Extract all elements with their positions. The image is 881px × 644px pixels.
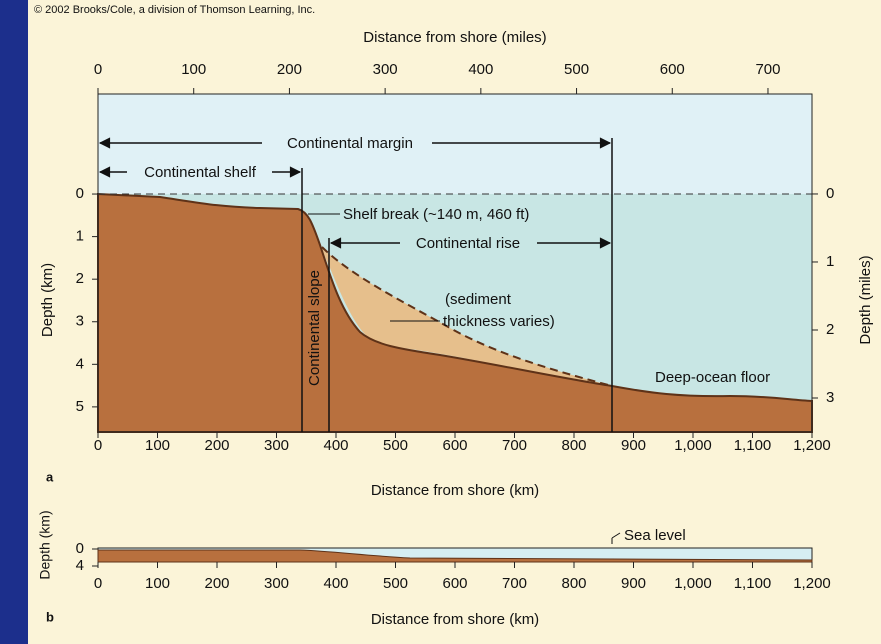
tick-label: 200 bbox=[277, 61, 302, 78]
tick-label: 500 bbox=[383, 575, 408, 592]
axis-title: Depth (km) bbox=[39, 263, 56, 337]
tick-label: 0 bbox=[94, 575, 102, 592]
tick-label: 1,000 bbox=[674, 575, 712, 592]
tick-label: 300 bbox=[264, 437, 289, 454]
tick-label: 100 bbox=[181, 61, 206, 78]
label: Sea level bbox=[624, 527, 686, 544]
axis-title: Distance from shore (miles) bbox=[363, 29, 546, 46]
tick-label: 900 bbox=[621, 437, 646, 454]
tick-label: 500 bbox=[383, 437, 408, 454]
sediment-top bbox=[321, 246, 613, 387]
tick-label: 1 bbox=[76, 228, 84, 245]
tick-label: 300 bbox=[373, 61, 398, 78]
tick-label: 200 bbox=[204, 437, 229, 454]
axis-title: Distance from shore (km) bbox=[371, 482, 539, 499]
tick-label: 1 bbox=[826, 253, 834, 270]
tick-label: 300 bbox=[264, 575, 289, 592]
label: (sediment bbox=[445, 291, 512, 308]
tick-label: 600 bbox=[442, 437, 467, 454]
tick-label: 500 bbox=[564, 61, 589, 78]
tick-label: 0 bbox=[94, 437, 102, 454]
copyright: © 2002 Brooks/Cole, a division of Thomso… bbox=[34, 4, 315, 16]
tick-label: 1,100 bbox=[734, 575, 772, 592]
tick-label: 4 bbox=[76, 355, 84, 372]
tick-label: 800 bbox=[561, 575, 586, 592]
axis-title: Distance from shore (km) bbox=[371, 611, 539, 628]
tick-label: 1,200 bbox=[793, 437, 831, 454]
label: Continental margin bbox=[287, 135, 413, 152]
tick-label: 0 bbox=[94, 61, 102, 78]
tick-label: 3 bbox=[826, 389, 834, 406]
sky bbox=[98, 94, 812, 194]
tick-label: 100 bbox=[145, 437, 170, 454]
axis-title: Depth (km) bbox=[37, 510, 53, 579]
tick-label: 700 bbox=[502, 575, 527, 592]
label: Deep-ocean floor bbox=[655, 369, 770, 386]
tick-label: 5 bbox=[76, 398, 84, 415]
leader bbox=[611, 532, 621, 539]
tick-label: 400 bbox=[323, 437, 348, 454]
tick-label: 3 bbox=[76, 313, 84, 330]
tick-label: 1,000 bbox=[674, 437, 712, 454]
tick-label: 900 bbox=[621, 575, 646, 592]
label: Shelf break (~140 m, 460 ft) bbox=[343, 206, 529, 223]
label: Continental slope bbox=[306, 270, 323, 386]
tick-label: 400 bbox=[468, 61, 493, 78]
tick-label: 800 bbox=[561, 437, 586, 454]
label: Continental shelf bbox=[144, 164, 257, 181]
tick-label: 0 bbox=[76, 185, 84, 202]
seafloor-b bbox=[97, 549, 813, 563]
label: Continental rise bbox=[416, 235, 520, 252]
tick-label: 700 bbox=[502, 437, 527, 454]
sediment-wedge bbox=[320, 246, 612, 386]
tick-label: 2 bbox=[826, 321, 834, 338]
tick-label: 200 bbox=[204, 575, 229, 592]
tick-label: 600 bbox=[442, 575, 467, 592]
panel-label: a bbox=[46, 469, 54, 484]
tick-label: 100 bbox=[145, 575, 170, 592]
tick-label: 600 bbox=[660, 61, 685, 78]
tick-label: 700 bbox=[755, 61, 780, 78]
tick-label: 400 bbox=[323, 575, 348, 592]
tick-label: 2 bbox=[76, 270, 84, 287]
axis-title: Depth (miles) bbox=[857, 255, 874, 344]
tick-label: 0 bbox=[76, 540, 84, 557]
label: thickness varies) bbox=[443, 313, 555, 330]
side-strip bbox=[0, 0, 28, 644]
panel-label: b bbox=[46, 609, 54, 624]
tick-label: 4 bbox=[76, 557, 84, 574]
tick-label: 1,200 bbox=[793, 575, 831, 592]
tick-label: 1,100 bbox=[734, 437, 772, 454]
seafloor bbox=[97, 192, 813, 433]
tick-label: 0 bbox=[826, 185, 834, 202]
